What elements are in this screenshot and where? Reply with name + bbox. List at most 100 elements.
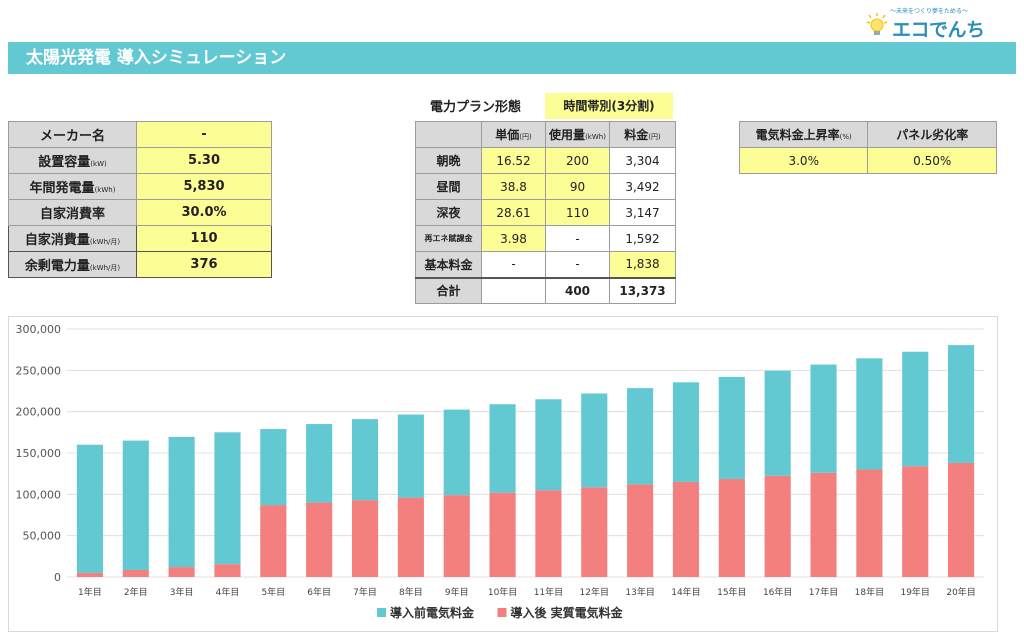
row-label: 設置容量(kW) [8, 147, 137, 174]
row-label: メーカー名 [8, 121, 137, 148]
bar-before-cost [764, 370, 791, 476]
bar-after-cost [122, 569, 149, 577]
bar-after-cost [76, 572, 103, 577]
column-header: 料金(円) [609, 121, 676, 148]
column-header: 単価(円) [481, 121, 546, 148]
table-row: 設置容量(kW) 5.30 [8, 147, 272, 174]
table-row: 自家消費率 30.0% [8, 199, 272, 226]
self-consumption-rate-value[interactable]: 30.0% [136, 199, 272, 226]
bar-after-cost [902, 466, 929, 577]
x-tick-label: 11年目 [534, 586, 563, 598]
x-tick-label: 14年目 [671, 586, 700, 598]
price-cell: - [481, 251, 546, 278]
table-row: 基本料金 - - 1,838 [415, 251, 676, 278]
table-row: 再エネ賦課金 3.98 - 1,592 [415, 225, 676, 252]
row-label: 基本料金 [415, 251, 482, 278]
surplus-power-value: 376 [136, 251, 272, 278]
fee-cell[interactable]: 1,838 [609, 251, 676, 278]
row-label: 合計 [415, 276, 482, 304]
fee-cell: 1,592 [609, 225, 676, 252]
fee-cell: 3,492 [609, 173, 676, 200]
column-header: 使用量(kWh) [545, 121, 610, 148]
capacity-value[interactable]: 5.30 [136, 147, 272, 174]
x-tick-label: 19年目 [900, 586, 929, 598]
bar-before-cost [902, 351, 929, 467]
stacked-bar-chart: 0 50,000 100,000 150,000 200,000 250,000 300,0… [16, 323, 984, 620]
bar-before-cost [397, 414, 424, 498]
logo-tagline: 〜未来をつくり夢をためる〜 [890, 8, 969, 15]
table-row: 年間発電量(kWh) 5,830 [8, 173, 272, 200]
y-tick-label: 0 [54, 571, 61, 584]
table-row: 昼間 38.8 90 3,492 [415, 173, 676, 200]
bar-after-cost [397, 497, 424, 577]
bar-after-cost [810, 472, 837, 577]
bar-before-cost [810, 364, 837, 473]
logo-brand: エコでんち [892, 19, 985, 41]
table-row: 朝晩 16.52 200 3,304 [415, 147, 676, 174]
bar-before-cost [214, 432, 241, 565]
x-tick-label: 16年目 [763, 586, 792, 598]
system-spec-table: メーカー名 - 設置容量(kW) 5.30 年間発電量(kWh) 5,830 自… [8, 121, 272, 278]
bar-after-cost [260, 505, 287, 577]
legend-label: 導入後 実質電気料金 [511, 605, 624, 620]
bar-before-cost [306, 424, 333, 503]
y-tick-label: 250,000 [16, 364, 62, 377]
x-tick-label: 5年目 [261, 586, 285, 598]
bar-after-cost [443, 495, 470, 577]
bar-after-cost [535, 490, 562, 577]
row-label: 年間発電量(kWh) [8, 173, 137, 200]
plan-select[interactable]: 時間帯別(3分割) [545, 93, 673, 119]
usage-cell[interactable]: 110 [545, 199, 610, 226]
row-label: 深夜 [415, 199, 482, 226]
bar-after-cost [306, 502, 333, 577]
panel-degradation-rate-value[interactable]: 0.50% [867, 147, 997, 174]
usage-cell[interactable]: 200 [545, 147, 610, 174]
corner-cell [415, 121, 482, 148]
bar-before-cost [627, 388, 654, 485]
self-consumption-value: 110 [136, 225, 272, 252]
bar-after-cost [351, 500, 379, 577]
x-tick-label: 4年目 [216, 586, 240, 598]
column-header: 電気料金上昇率(%) [738, 121, 869, 148]
bar-before-cost [535, 399, 562, 491]
x-tick-label: 2年目 [124, 586, 148, 598]
x-tick-label: 7年目 [353, 586, 377, 598]
bar-before-cost [443, 409, 470, 496]
bar-before-cost [856, 358, 883, 470]
usage-cell: - [545, 225, 610, 252]
bar-after-cost [214, 564, 241, 577]
price-cell[interactable]: 38.8 [481, 173, 546, 200]
x-tick-label: 9年目 [445, 586, 469, 598]
total-fee-cell: 13,373 [609, 276, 676, 304]
usage-cell[interactable]: 90 [545, 173, 610, 200]
x-tick-label: 20年目 [946, 586, 975, 598]
x-tick-label: 10年目 [488, 586, 517, 598]
annual-generation-value[interactable]: 5,830 [136, 173, 272, 200]
bar-before-cost [718, 376, 745, 480]
row-label: 自家消費率 [8, 199, 137, 226]
x-tick-label: 3年目 [170, 586, 194, 598]
bar-before-cost [581, 393, 608, 488]
table-header-row: 電気料金上昇率(%) パネル劣化率 [738, 121, 997, 148]
price-increase-rate-value[interactable]: 3.0% [738, 147, 869, 174]
maker-name-value[interactable]: - [136, 121, 272, 148]
table-header-row: 単価(円) 使用量(kWh) 料金(円) [415, 121, 676, 148]
legend-swatch [497, 608, 507, 617]
price-cell[interactable]: 16.52 [481, 147, 546, 174]
price-cell[interactable]: 28.61 [481, 199, 546, 226]
page-title: 太陽光発電 導入シミュレーション [8, 42, 1016, 74]
price-cell[interactable]: 3.98 [481, 225, 546, 252]
table-row: メーカー名 - [8, 121, 272, 148]
x-tick-label: 15年目 [717, 586, 746, 598]
bar-before-cost [948, 345, 975, 463]
plan-label: 電力プラン形態 [430, 100, 522, 115]
row-label: 余剰電力量(kWh/月) [8, 251, 137, 278]
bar-after-cost [581, 487, 608, 577]
x-tick-label: 17年目 [809, 586, 838, 598]
y-tick-label: 100,000 [16, 488, 62, 501]
row-label: 再エネ賦課金 [415, 225, 482, 252]
bar-after-cost [948, 462, 975, 577]
bar-after-cost [718, 479, 745, 577]
column-header: パネル劣化率 [867, 121, 997, 148]
total-price-cell [481, 276, 546, 304]
